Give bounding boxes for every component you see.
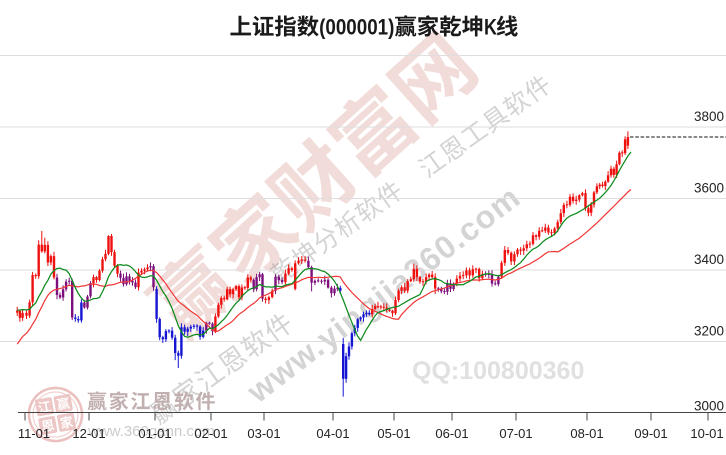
svg-text:04-01: 04-01 bbox=[316, 426, 349, 441]
svg-text:03-01: 03-01 bbox=[247, 426, 280, 441]
svg-text:05-01: 05-01 bbox=[377, 426, 410, 441]
svg-text:12-01: 12-01 bbox=[72, 426, 105, 441]
svg-text:06-01: 06-01 bbox=[435, 426, 468, 441]
svg-text:QQ:100800360: QQ:100800360 bbox=[412, 357, 584, 385]
svg-text:01-01: 01-01 bbox=[138, 426, 171, 441]
svg-text:10-01: 10-01 bbox=[690, 426, 723, 441]
svg-text:02-01: 02-01 bbox=[194, 426, 227, 441]
svg-text:11-01: 11-01 bbox=[18, 426, 50, 441]
svg-text:07-01: 07-01 bbox=[499, 426, 532, 441]
svg-text:3200: 3200 bbox=[694, 324, 724, 339]
svg-text:08-01: 08-01 bbox=[570, 426, 603, 441]
svg-text:www.360gann.com: www.360gann.com bbox=[87, 423, 215, 440]
svg-text:3000: 3000 bbox=[694, 399, 724, 414]
svg-text:K: K bbox=[484, 16, 497, 40]
svg-text:(000001): (000001) bbox=[319, 15, 394, 40]
svg-text:09-01: 09-01 bbox=[634, 426, 667, 441]
svg-text:3800: 3800 bbox=[694, 109, 724, 124]
svg-text:3400: 3400 bbox=[694, 252, 724, 267]
svg-text:3600: 3600 bbox=[694, 181, 724, 196]
